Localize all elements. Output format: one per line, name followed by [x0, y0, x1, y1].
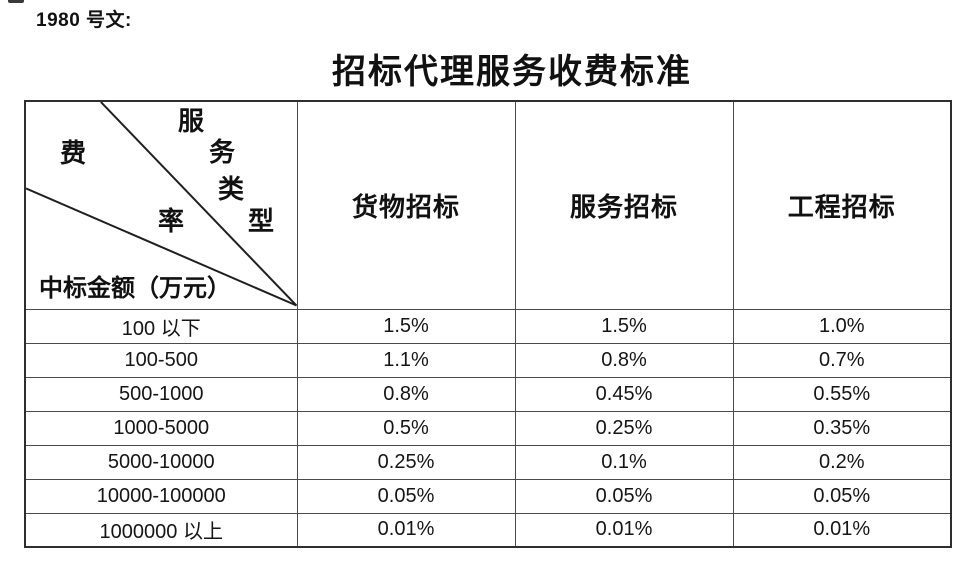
- rate-cell-goods: 0.01%: [296, 512, 516, 548]
- rate-cell-goods: 1.5%: [296, 308, 516, 344]
- amount-range-cell: 1000000 以上: [24, 512, 298, 548]
- corner-amount-label: 中标金额（万元）: [39, 276, 231, 302]
- rate-cell-works: 0.7%: [732, 342, 952, 378]
- rate-cell-works: 0.2%: [732, 444, 952, 480]
- rate-cell-service: 0.8%: [514, 342, 734, 378]
- corner-service-type-char: 务: [209, 138, 236, 167]
- amount-range-cell: 500-1000: [24, 376, 298, 412]
- top-edge-mark: [8, 0, 24, 3]
- rate-cell-works: 0.35%: [732, 410, 952, 446]
- diagonal-lines: [26, 102, 296, 307]
- rate-cell-service: 0.01%: [514, 512, 734, 548]
- rate-cell-goods: 0.8%: [296, 376, 516, 412]
- rate-cell-goods: 1.1%: [296, 342, 516, 378]
- page-title: 招标代理服务收费标准: [332, 54, 692, 91]
- col-header-service: 服务招标: [514, 100, 734, 310]
- col-header-goods: 货物招标: [296, 100, 516, 310]
- amount-range-cell: 100-500: [24, 342, 298, 378]
- rate-cell-goods: 0.05%: [296, 478, 516, 514]
- rate-cell-works: 0.55%: [732, 376, 952, 412]
- rate-cell-works: 1.0%: [732, 308, 952, 344]
- fee-standard-table: 服 务 类 型 费 率 中标金额（万元） 货物招标 服务招标 工程招标 100 …: [24, 100, 952, 548]
- corner-fee-rate-char: 费: [60, 139, 87, 168]
- amount-range-cell: 100 以下: [24, 308, 298, 344]
- rate-cell-service: 0.45%: [514, 376, 734, 412]
- corner-header-cell: 服 务 类 型 费 率 中标金额（万元）: [24, 100, 298, 310]
- amount-range-cell: 5000-10000: [24, 444, 298, 480]
- table-header-row: 服 务 类 型 费 率 中标金额（万元） 货物招标 服务招标 工程招标: [24, 100, 952, 310]
- table-row: 500-1000 0.8% 0.45% 0.55%: [24, 376, 952, 412]
- rate-cell-service: 1.5%: [514, 308, 734, 344]
- rate-cell-works: 0.05%: [732, 478, 952, 514]
- rate-cell-works: 0.01%: [732, 512, 952, 548]
- table-row: 1000000 以上 0.01% 0.01% 0.01%: [24, 512, 952, 548]
- rate-cell-service: 0.25%: [514, 410, 734, 446]
- rate-cell-service: 0.05%: [514, 478, 734, 514]
- table-row: 10000-100000 0.05% 0.05% 0.05%: [24, 478, 952, 514]
- corner-service-type-char: 服: [178, 107, 205, 136]
- rate-cell-service: 0.1%: [514, 444, 734, 480]
- amount-range-cell: 1000-5000: [24, 410, 298, 446]
- rate-cell-goods: 0.5%: [296, 410, 516, 446]
- corner-service-type-char: 类: [218, 175, 245, 204]
- corner-service-type-char: 型: [248, 207, 275, 236]
- amount-range-cell: 10000-100000: [24, 478, 298, 514]
- col-header-works: 工程招标: [732, 100, 952, 310]
- doc-number: 1980 号文:: [36, 10, 132, 31]
- corner-fee-rate-char: 率: [158, 207, 185, 236]
- rate-cell-goods: 0.25%: [296, 444, 516, 480]
- table-row: 1000-5000 0.5% 0.25% 0.35%: [24, 410, 952, 446]
- table-row: 100-500 1.1% 0.8% 0.7%: [24, 342, 952, 378]
- table-row: 5000-10000 0.25% 0.1% 0.2%: [24, 444, 952, 480]
- table-row: 100 以下 1.5% 1.5% 1.0%: [24, 308, 952, 344]
